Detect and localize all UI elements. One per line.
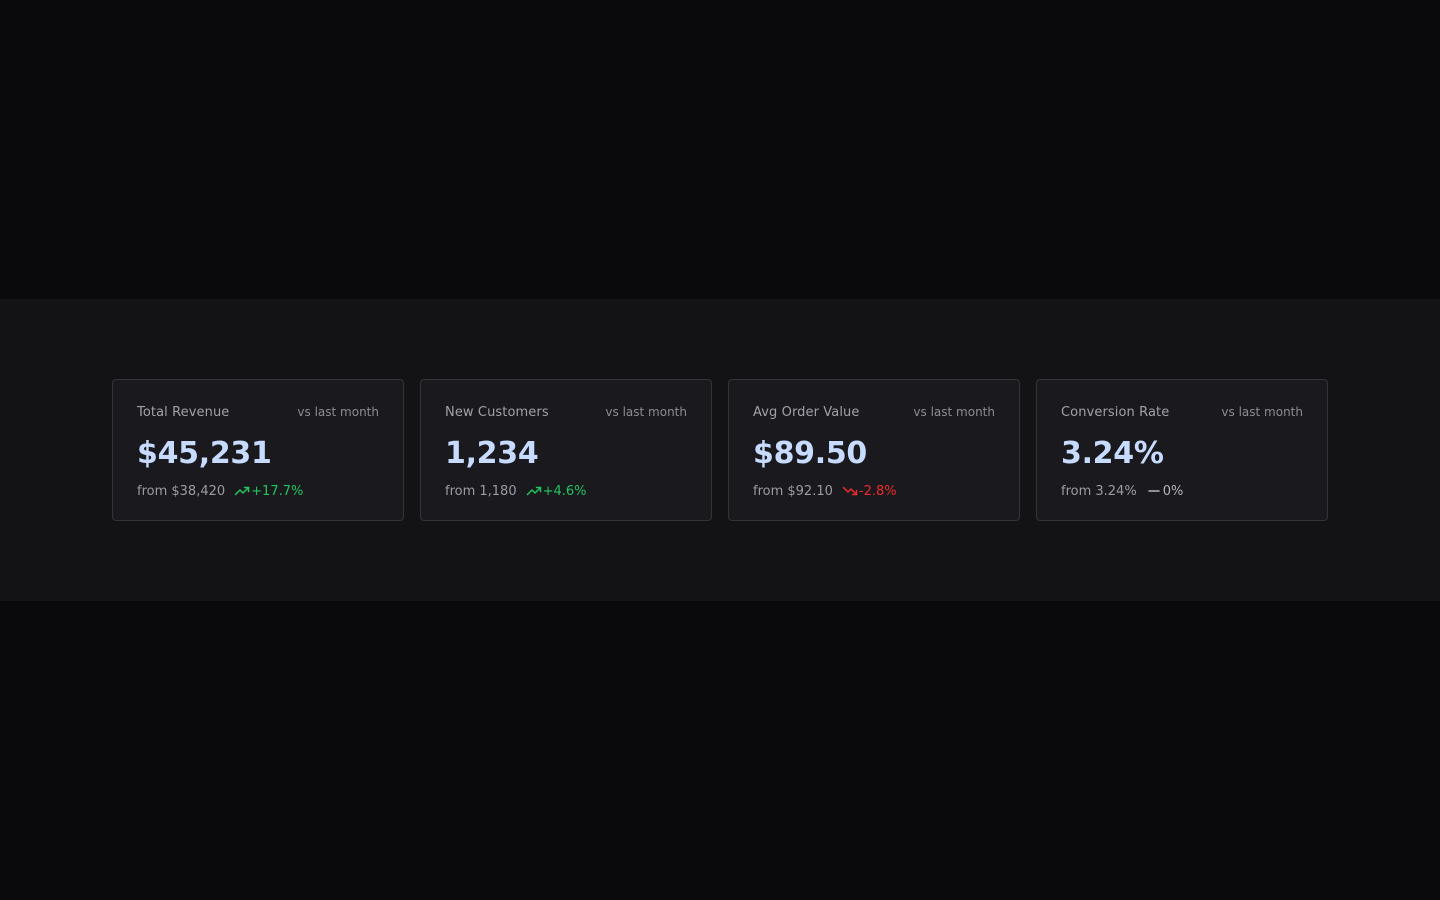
previous-value: from $92.10 <box>753 483 833 499</box>
trending-down-icon <box>842 486 858 496</box>
card-period: vs last month <box>605 405 687 419</box>
card-header: Total Revenue vs last month <box>137 405 379 425</box>
previous-value: from 1,180 <box>445 483 517 499</box>
card-footer: from $92.10 -2.8% <box>753 483 995 499</box>
trend-indicator: -2.8% <box>842 483 897 499</box>
metric-card-new-customers: New Customers vs last month 1,234 from 1… <box>420 379 712 521</box>
trending-up-icon <box>526 486 541 496</box>
change-value: 0% <box>1162 483 1184 499</box>
trend-indicator: +4.6% <box>526 483 587 499</box>
card-value: $45,231 <box>137 436 272 471</box>
card-title: Conversion Rate <box>1061 405 1170 420</box>
card-title: Avg Order Value <box>753 405 860 420</box>
trend-indicator: +17.7% <box>234 483 303 499</box>
card-header: Avg Order Value vs last month <box>753 405 995 425</box>
card-period: vs last month <box>913 405 995 419</box>
change-value: +4.6% <box>542 483 587 499</box>
card-footer: from $38,420 +17.7% <box>137 483 379 499</box>
metric-card-avg-order-value: Avg Order Value vs last month $89.50 fro… <box>728 379 1020 521</box>
card-value: 1,234 <box>445 436 539 471</box>
change-value: -2.8% <box>858 483 897 499</box>
metric-cards: Total Revenue vs last month $45,231 from… <box>112 379 1328 521</box>
card-period: vs last month <box>1221 405 1303 419</box>
card-value: 3.24% <box>1061 436 1164 471</box>
card-period: vs last month <box>297 405 379 419</box>
card-footer: from 1,180 +4.6% <box>445 483 687 499</box>
previous-value: from $38,420 <box>137 483 226 499</box>
card-header: New Customers vs last month <box>445 405 687 425</box>
card-title: New Customers <box>445 405 549 420</box>
previous-value: from 3.24% <box>1061 483 1137 499</box>
card-value: $89.50 <box>753 436 867 471</box>
minus-icon <box>1147 490 1160 492</box>
card-header: Conversion Rate vs last month <box>1061 405 1303 425</box>
metric-card-total-revenue: Total Revenue vs last month $45,231 from… <box>112 379 404 521</box>
card-title: Total Revenue <box>137 405 230 420</box>
metric-card-conversion-rate: Conversion Rate vs last month 3.24% from… <box>1036 379 1328 521</box>
trend-indicator: 0% <box>1146 483 1184 499</box>
trending-up-icon <box>234 486 250 496</box>
card-footer: from 3.24% 0% <box>1061 483 1303 499</box>
change-value: +17.7% <box>251 483 304 499</box>
